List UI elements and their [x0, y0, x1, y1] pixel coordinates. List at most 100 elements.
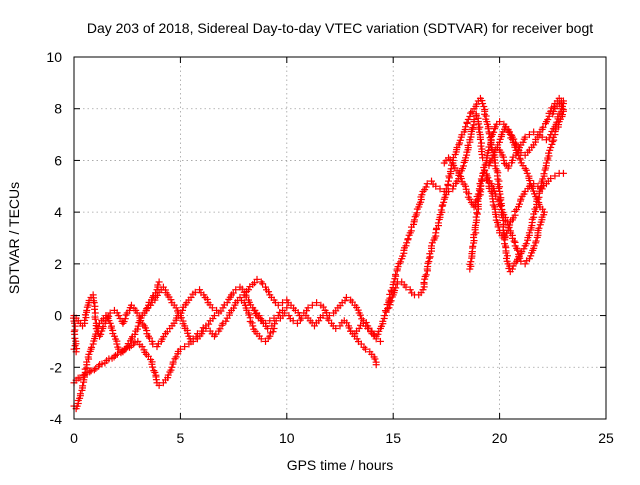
data-point — [272, 317, 280, 325]
data-point — [304, 304, 312, 312]
data-point — [164, 371, 172, 379]
data-point — [281, 309, 289, 317]
data-point — [154, 281, 162, 289]
chart-title: Day 203 of 2018, Sidereal Day-to-day VTE… — [87, 20, 593, 36]
data-point — [203, 295, 211, 303]
data-point — [202, 325, 210, 332]
data-point — [498, 205, 506, 213]
data-point — [525, 131, 533, 139]
data-point — [176, 345, 184, 353]
data-point — [285, 312, 293, 320]
data-point — [411, 213, 419, 221]
data-point — [508, 265, 516, 273]
data-point — [403, 239, 411, 247]
data-point — [196, 286, 204, 294]
data-point — [126, 343, 134, 351]
data-point — [530, 128, 538, 136]
data-point — [523, 257, 531, 265]
data-point — [511, 207, 519, 215]
data-point — [534, 182, 542, 190]
data-point — [515, 250, 523, 258]
x-tick-label: 0 — [70, 430, 78, 446]
data-point — [264, 325, 272, 332]
data-point — [222, 317, 230, 325]
data-point — [385, 304, 393, 312]
data-point — [457, 172, 465, 180]
data-marks — [69, 94, 567, 413]
data-point — [404, 235, 412, 243]
y-tick-label: 0 — [54, 308, 62, 324]
data-point — [500, 156, 508, 164]
data-point — [473, 210, 481, 218]
tick-labels: 0 5 10 15 20 25 -4 -2 0 2 4 6 8 10 — [46, 49, 614, 446]
data-point — [533, 195, 541, 203]
data-point — [480, 103, 488, 111]
data-point — [418, 191, 426, 199]
data-point — [485, 177, 493, 185]
data-point — [520, 245, 528, 253]
data-point — [467, 109, 475, 117]
data-point — [491, 125, 499, 133]
data-point — [315, 317, 323, 325]
data-point — [257, 335, 265, 343]
data-point — [230, 304, 238, 312]
data-point — [549, 138, 557, 146]
data-point — [134, 322, 142, 330]
data-point — [332, 325, 340, 332]
data-point — [420, 279, 428, 287]
data-point — [79, 371, 87, 379]
data-point — [113, 340, 121, 348]
data-point — [266, 317, 274, 325]
data-point — [511, 238, 519, 246]
data-point — [356, 311, 364, 319]
data-point — [432, 182, 440, 190]
data-point — [87, 367, 95, 375]
data-point — [475, 125, 483, 133]
data-point — [121, 346, 129, 354]
data-point — [298, 314, 306, 322]
data-point — [372, 361, 380, 369]
data-point — [459, 162, 467, 170]
data-point — [355, 325, 363, 332]
y-tick-label: -4 — [50, 411, 63, 427]
data-point — [406, 286, 414, 294]
data-point — [394, 263, 402, 271]
data-point — [476, 135, 484, 143]
data-point — [386, 298, 394, 306]
data-point — [516, 254, 524, 262]
data-point — [85, 350, 93, 358]
data-point — [440, 198, 448, 206]
data-point — [533, 233, 541, 241]
data-point — [253, 275, 261, 283]
data-point — [424, 259, 432, 267]
data-point — [122, 344, 130, 352]
data-point — [177, 314, 185, 322]
x-tick-label: 20 — [492, 430, 508, 446]
data-point — [266, 332, 274, 340]
data-point — [467, 258, 475, 266]
data-point — [371, 355, 379, 363]
data-point — [105, 312, 113, 320]
data-point — [148, 363, 156, 371]
data-point — [554, 113, 562, 121]
data-point — [437, 206, 445, 214]
data-point — [345, 324, 353, 332]
data-point — [153, 291, 161, 299]
data-point — [422, 183, 430, 191]
data-point — [547, 144, 555, 151]
data-point — [137, 317, 145, 325]
data-point — [489, 151, 497, 159]
data-point — [97, 330, 105, 338]
data-point — [500, 120, 508, 128]
data-point — [559, 169, 567, 177]
data-point — [484, 125, 492, 133]
data-point — [456, 136, 464, 144]
data-point — [105, 355, 113, 363]
data-point — [368, 327, 376, 335]
data-point — [167, 296, 175, 304]
data-point — [545, 134, 553, 142]
data-point — [515, 147, 523, 155]
data-point — [289, 317, 297, 325]
